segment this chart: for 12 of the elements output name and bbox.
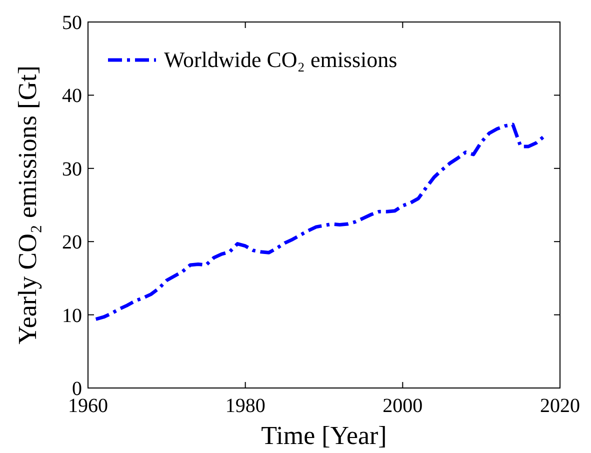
y-tick-label: 40	[62, 85, 82, 108]
x-tick-label: 2020	[540, 395, 580, 417]
x-tick-label: 2000	[382, 395, 423, 417]
y-tick-label: 20	[62, 232, 82, 254]
y-tick-label: 10	[62, 304, 82, 327]
x-tick-label: 1980	[225, 395, 266, 417]
y-tick-label: 50	[62, 12, 82, 34]
line-series	[94, 122, 546, 321]
x-axis-title: Time [Year]	[261, 421, 387, 450]
y-axis-title: Yearly CO₂ emissions [Gt]	[13, 66, 42, 344]
y-tick-label: 30	[62, 158, 82, 180]
legend-label: Worldwide CO₂ emissions	[164, 47, 398, 72]
